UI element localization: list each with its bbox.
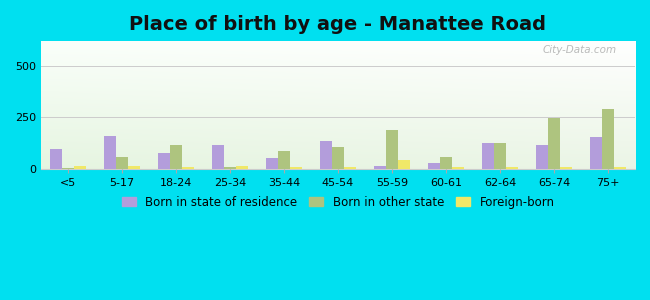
Bar (50, 149, 62, 169)
Legend: Born in state of residence, Born in other state, Foreign-born: Born in state of residence, Born in othe… (117, 191, 559, 214)
Bar (374, 166, 386, 169)
Bar (452, 167, 464, 169)
Bar (212, 145, 224, 169)
Bar (602, 109, 614, 169)
Bar (614, 167, 626, 169)
Bar (590, 137, 602, 169)
Bar (560, 167, 572, 169)
Bar (236, 167, 248, 169)
Bar (548, 118, 560, 169)
Bar (278, 151, 290, 169)
Bar (320, 141, 332, 169)
Text: City-Data.com: City-Data.com (543, 45, 618, 55)
Bar (398, 160, 410, 169)
Title: Place of birth by age - Manattee Road: Place of birth by age - Manattee Road (129, 15, 547, 34)
Bar (482, 143, 494, 169)
Bar (290, 167, 302, 169)
Bar (494, 143, 506, 169)
Bar (506, 167, 518, 169)
Bar (128, 167, 140, 169)
Bar (74, 167, 86, 169)
Bar (536, 145, 548, 169)
Bar (170, 145, 182, 169)
Bar (266, 158, 278, 169)
Bar (158, 153, 170, 169)
Bar (344, 167, 356, 169)
Bar (332, 147, 344, 169)
Bar (182, 167, 194, 169)
Bar (440, 157, 452, 169)
Bar (224, 167, 236, 169)
Bar (62, 168, 74, 169)
Bar (386, 130, 398, 169)
Bar (428, 164, 440, 169)
Bar (116, 157, 128, 169)
Bar (104, 136, 116, 169)
